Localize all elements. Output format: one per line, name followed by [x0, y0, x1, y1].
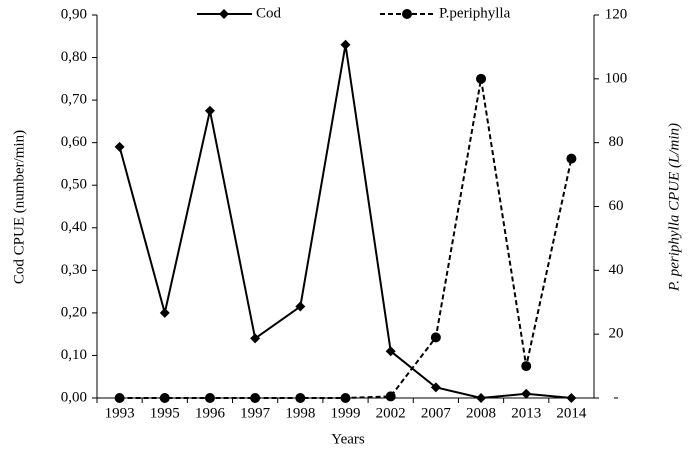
- point: [430, 332, 441, 343]
- y-tick-label: 0,20: [61, 304, 87, 320]
- point: [521, 388, 532, 399]
- x-tick-label: 1993: [105, 405, 135, 421]
- point: [159, 307, 170, 318]
- x-tick-label: 1999: [331, 405, 361, 421]
- point: [250, 333, 261, 344]
- y2-tick-label: 100: [605, 70, 628, 86]
- x-tick-label: 2007: [421, 405, 452, 421]
- point: [566, 153, 577, 164]
- point: [114, 141, 125, 152]
- y-tick-label: 0,50: [61, 177, 87, 193]
- point: [566, 393, 577, 403]
- y2-tick-label: -: [614, 389, 619, 405]
- point: [521, 361, 532, 372]
- y2-axis-label: P. periphylla CPUE (L/min): [666, 123, 682, 292]
- x-tick-label: 1995: [150, 405, 180, 421]
- x-axis-label: Years: [331, 431, 365, 447]
- y-tick-label: 0,60: [61, 134, 87, 150]
- point: [385, 391, 396, 402]
- y2-tick-label: 120: [605, 6, 628, 22]
- point: [476, 393, 487, 403]
- x-tick-label: 1997: [240, 405, 271, 421]
- x-tick-label: 2014: [556, 405, 587, 421]
- y2-tick-label: 20: [609, 326, 624, 342]
- y-tick-label: 0,40: [61, 219, 87, 235]
- legend-label: Cod: [256, 5, 282, 21]
- legend-marker: [219, 9, 229, 19]
- point: [476, 73, 487, 84]
- y-axis-label: Cod CPUE (number/min): [11, 130, 27, 284]
- line: [119, 78, 573, 399]
- point: [204, 393, 215, 403]
- point: [340, 393, 351, 403]
- legend-label: P.periphylla: [439, 5, 511, 21]
- y2-tick-label: 80: [609, 134, 624, 150]
- y2-tick-label: 60: [609, 198, 624, 214]
- x-tick-label: 2008: [466, 405, 496, 421]
- point: [430, 382, 441, 393]
- y-tick-label: 0,30: [61, 262, 87, 278]
- y-tick-label: 0,80: [61, 49, 87, 65]
- point: [295, 393, 306, 403]
- point: [114, 393, 125, 403]
- x-tick-label: 2013: [511, 405, 541, 421]
- y-tick-label: 0,90: [61, 6, 87, 22]
- legend-marker: [402, 9, 412, 19]
- y-tick-label: 0,00: [61, 389, 87, 405]
- y-tick-label: 0,70: [61, 92, 87, 108]
- point: [204, 105, 215, 116]
- x-tick-label: 1996: [195, 405, 226, 421]
- x-tick-label: 2002: [376, 405, 406, 421]
- x-tick-label: 1998: [285, 405, 315, 421]
- point: [295, 301, 306, 312]
- y2-tick-label: 40: [609, 262, 624, 278]
- point: [385, 346, 396, 357]
- y-tick-label: 0,10: [61, 347, 87, 363]
- point: [159, 393, 170, 403]
- point: [340, 39, 351, 50]
- point: [250, 393, 261, 403]
